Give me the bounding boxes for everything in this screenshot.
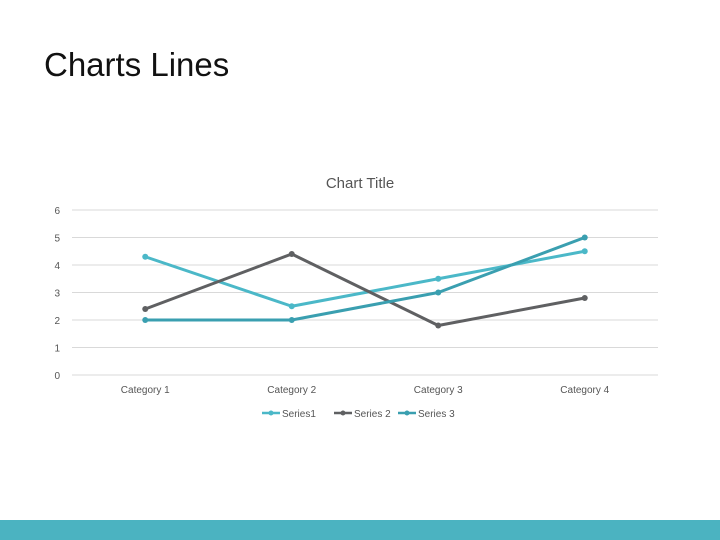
y-tick-label: 0 <box>54 371 60 382</box>
legend-label: Series1 <box>282 409 316 420</box>
series-line <box>143 249 587 308</box>
x-tick-label: Category 4 <box>560 385 609 396</box>
footer-bar <box>0 520 720 540</box>
legend-marker <box>268 410 274 416</box>
y-tick-label: 5 <box>54 234 60 245</box>
chart-series <box>142 234 588 329</box>
data-point <box>581 234 588 241</box>
data-point <box>435 322 442 329</box>
data-point <box>288 251 295 257</box>
data-point <box>142 317 149 323</box>
data-point <box>581 248 588 255</box>
data-point <box>142 306 149 312</box>
legend-marker <box>340 410 346 416</box>
x-axis-ticks: Category 1 Category 2 Category 3 Category 4 <box>121 385 610 396</box>
legend-label: Series 2 <box>354 409 391 420</box>
x-tick-label: Category 1 <box>121 385 170 396</box>
y-tick-label: 2 <box>54 316 60 327</box>
data-point <box>142 253 149 260</box>
series-line <box>143 252 587 327</box>
chart-title: Chart Title <box>325 175 395 192</box>
slide-title: Charts Lines <box>44 46 230 83</box>
legend-label: Series 3 <box>418 409 455 420</box>
data-point <box>288 317 295 323</box>
data-point <box>581 295 588 301</box>
data-point <box>435 289 442 296</box>
y-tick-label: 3 <box>54 289 60 300</box>
x-tick-label: Category 3 <box>414 385 463 396</box>
series-line <box>143 236 587 322</box>
data-point <box>288 303 295 310</box>
y-axis-ticks: 0 1 2 3 4 5 6 <box>54 206 60 382</box>
chart-legend: Series1 Series 2 Series 3 <box>262 409 455 420</box>
y-tick-label: 4 <box>54 261 60 272</box>
data-point <box>435 275 442 282</box>
y-tick-label: 6 <box>54 206 60 217</box>
x-tick-label: Category 2 <box>267 385 316 396</box>
y-tick-label: 1 <box>54 344 60 355</box>
legend-marker <box>404 410 410 416</box>
